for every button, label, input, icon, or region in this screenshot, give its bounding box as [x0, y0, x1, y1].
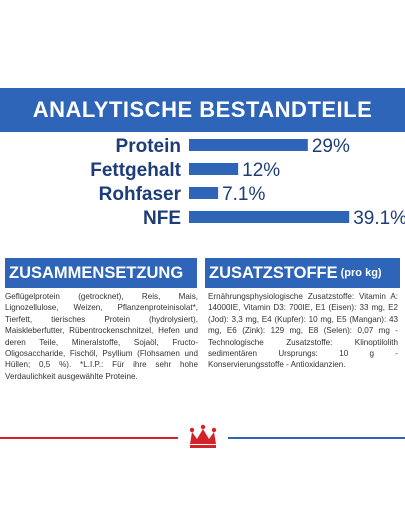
value-label: 12%: [242, 160, 280, 181]
bar: [189, 211, 350, 223]
additives-heading-suffix: (pro kg): [340, 267, 382, 279]
additives-text: Ernährungsphysiologische Zusatzstoffe: V…: [208, 292, 398, 370]
composition-heading: ZUSAMMENSETZUNG: [5, 258, 197, 288]
value-label: 39.1%: [353, 208, 405, 229]
value-label: 29%: [312, 136, 350, 157]
value-label: 7.1%: [222, 184, 265, 205]
bar: [189, 139, 308, 151]
category-label: NFE: [143, 208, 181, 229]
category-label: Protein: [116, 136, 181, 157]
category-label: Fettgehalt: [90, 160, 181, 181]
analysis-bar-chart: Protein 29% Fettgehalt 12% Rohfaser 7.1% NFE 39…: [90, 136, 405, 229]
additives-heading-text: ZUSATZSTOFFE: [209, 263, 338, 282]
bar: [189, 187, 219, 199]
bar: [189, 163, 239, 175]
chart-title: ANALYTISCHE BESTANDTEILE: [0, 88, 405, 132]
additives-heading: ZUSATZSTOFFE (pro kg): [205, 258, 400, 288]
footer-stripe: [0, 422, 405, 454]
royal-canin-crown-logo: [187, 422, 219, 454]
composition-heading-text: ZUSAMMENSETZUNG: [9, 263, 184, 282]
composition-text: Geflügelprotein (getrocknet), Reis, Mais…: [5, 292, 198, 381]
category-label: Rohfaser: [99, 184, 182, 205]
